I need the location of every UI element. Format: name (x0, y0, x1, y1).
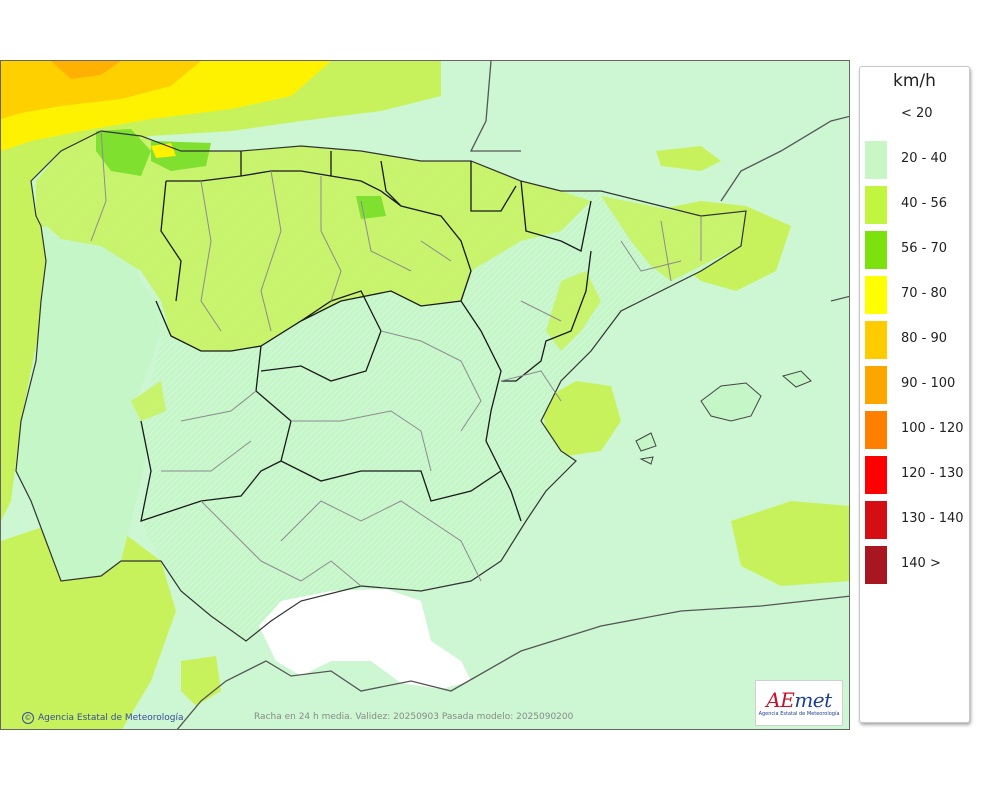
gust-zone-40-56-north-plateau (36, 131, 591, 351)
gust-zone-40-56-southwest (1, 521, 176, 729)
gust-zone-40-56-ebro (546, 271, 601, 351)
legend-swatch (865, 321, 887, 359)
legend-swatch (865, 546, 887, 584)
menorca (781, 370, 812, 388)
map-canvas (1, 61, 849, 729)
formentera (639, 456, 654, 465)
gust-zone-40-56-gulf-lion (656, 146, 721, 171)
validity-caption: Racha en 24 h media. Validez: 20250903 P… (254, 712, 574, 722)
gust-zone-40-56-valencia (541, 381, 621, 456)
africa-coast (176, 595, 849, 729)
legend-label: 130 - 140 (901, 511, 964, 526)
wind-gust-map (0, 60, 850, 730)
credit-text: Agencia Estatal de Meteorología (38, 713, 184, 723)
legend-label: 90 - 100 (901, 376, 956, 391)
copyright-icon: © (22, 712, 34, 724)
legend-label: 56 - 70 (901, 241, 948, 256)
gust-zone-90-100-spot (51, 61, 121, 79)
gust-zone-40-56-extremadura-west (131, 381, 166, 421)
legend-item: 140 > (864, 544, 970, 584)
legend-label: 120 - 130 (901, 466, 964, 481)
legend-label: 140 > (901, 556, 941, 571)
aemet-logo: AEmet Agencia Estatal de Meteorología (755, 680, 843, 726)
mallorca (700, 382, 762, 422)
aemet-credit: © Agencia Estatal de Meteorología (22, 712, 184, 724)
legend-label: < 20 (901, 106, 933, 121)
legend-swatch (865, 456, 887, 494)
legend-item: 130 - 140 (864, 499, 970, 539)
legend-item: 90 - 100 (864, 364, 970, 404)
legend-swatch (865, 141, 887, 179)
gust-zone-56-70-galicia (96, 129, 151, 176)
legend-swatch (865, 501, 887, 539)
ibiza (635, 432, 657, 452)
legend-item: 20 - 40 (864, 139, 970, 179)
legend-label: 20 - 40 (901, 151, 948, 166)
legend-swatch (865, 186, 887, 224)
legend-item: 70 - 80 (864, 274, 970, 314)
legend-item: 80 - 90 (864, 319, 970, 359)
legend-item: < 20 (864, 94, 970, 134)
legend-item: 120 - 130 (864, 454, 970, 494)
legend-label: 100 - 120 (901, 421, 964, 436)
calm-zone-below-20 (259, 589, 471, 689)
legend-label: 80 - 90 (901, 331, 948, 346)
legend-swatch (865, 366, 887, 404)
gust-zone-56-70-bilbao (356, 196, 386, 219)
legend-label: 40 - 56 (901, 196, 948, 211)
legend-label: 70 - 80 (901, 286, 948, 301)
legend-item: 100 - 120 (864, 409, 970, 449)
iberia-outline (15, 130, 747, 642)
gust-zone-40-56-east (731, 501, 849, 586)
legend-item: 40 - 56 (864, 184, 970, 224)
legend-swatch (865, 96, 887, 134)
sardinia-coast (830, 295, 849, 302)
regional-borders (140, 151, 592, 522)
gust-zone-40-56-pyrenees (601, 196, 746, 281)
aemet-logo-subtitle: Agencia Estatal de Meteorología (758, 711, 840, 717)
legend-swatch (865, 276, 887, 314)
provincial-borders (90, 130, 702, 587)
legend-item: 56 - 70 (864, 229, 970, 269)
gust-zone-80-90 (1, 61, 201, 119)
legend-title: km/h (893, 71, 936, 91)
portugal-land (16, 226, 161, 581)
france-coast (469, 61, 849, 202)
legend-panel: km/h < 20 20 - 40 40 - 56 56 - 70 70 - 80 80 … (859, 66, 970, 723)
legend-swatch (865, 411, 887, 449)
legend-swatch (865, 231, 887, 269)
aemet-logo-mark: AEmet (766, 688, 832, 712)
